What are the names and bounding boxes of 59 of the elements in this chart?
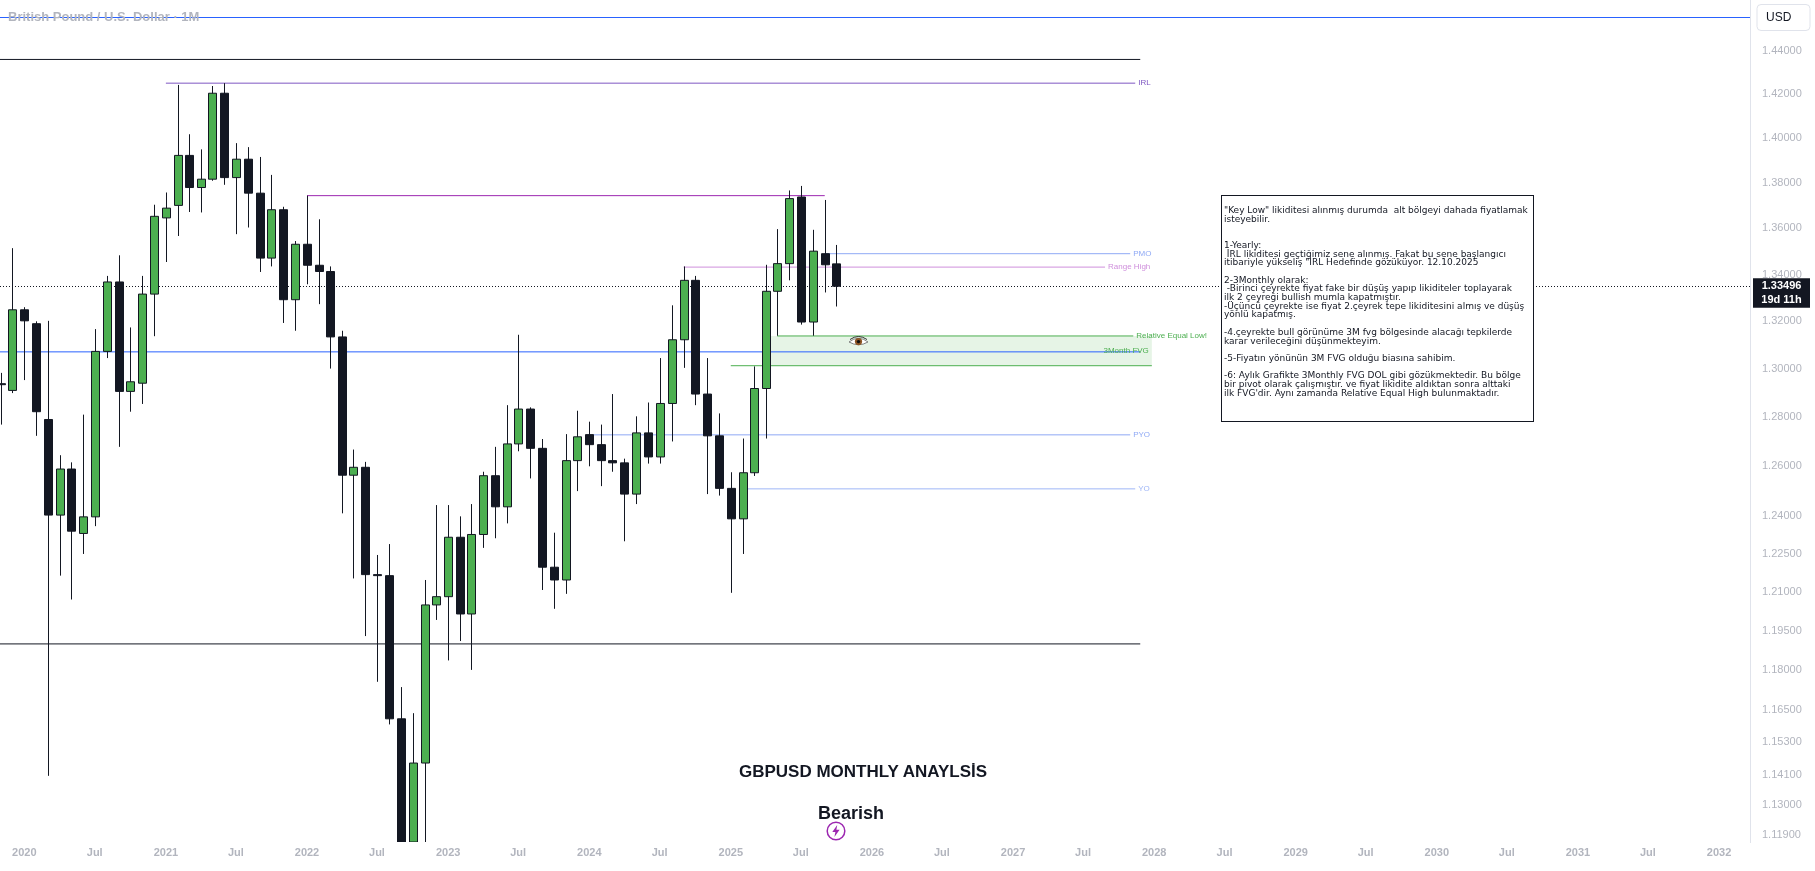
x-tick-label: Jul: [86, 845, 103, 858]
y-tick-label: 1.14100: [1762, 767, 1802, 780]
x-tick-label: Jul: [1639, 845, 1656, 858]
candlestick: [79, 414, 88, 555]
annotation: Bearish: [817, 802, 885, 823]
y-tick-label: 1.32000: [1762, 314, 1802, 327]
x-tick-label: 2020: [12, 845, 37, 858]
y-tick-label: 1.26000: [1762, 459, 1802, 472]
x-tick-label: 2027: [1000, 845, 1026, 858]
y-tick-label: 1.28000: [1762, 410, 1802, 423]
series-label: IRL: [1138, 78, 1152, 88]
x-tick-label: 2030: [1424, 845, 1450, 858]
y-axis-title: USD: [1766, 10, 1792, 25]
x-tick-label: 2025: [718, 845, 744, 858]
x-tick-label: Jul: [1498, 845, 1515, 858]
series-label: Relative Equal Low!: [1136, 331, 1207, 341]
x-tick-label: Jul: [792, 845, 809, 858]
y-tick-label: 1.19500: [1762, 623, 1802, 636]
candlestick: [126, 326, 135, 413]
y-tick-label: 1.15300: [1762, 735, 1802, 748]
ref-line-label: 1.33496: [1761, 279, 1802, 292]
x-tick-label: 2023: [435, 845, 461, 858]
series-label: PYO: [1133, 430, 1151, 440]
x-tick-label: 2032: [1706, 845, 1732, 858]
y-tick-label: 1.21000: [1762, 585, 1802, 598]
y-tick-label: 1.40000: [1762, 131, 1802, 144]
annotation: GBPUSD MONTHLY ANAYLSİS: [738, 761, 988, 781]
x-tick-label: Jul: [1075, 845, 1091, 858]
y-tick-label: 1.42000: [1762, 87, 1802, 100]
x-tick-label: 2028: [1141, 845, 1167, 858]
series-label: PMO: [1133, 248, 1152, 258]
x-tick-label: 2021: [153, 845, 179, 858]
text: "Key Low" likiditesi alınmış durumda alt bölgeyi dahada fiyatlamak isteyebilir. 1-Yearly: İRL likiditesi geçtiğimiz sene alınmış. Fakat bu sene başlangıcı itibariyle yükseliş "IRL Hedefinde gözüküyor. 12.10.2025 2-3Monthly olarak: -Birinci çeyrekte fiyat fake bir düşüş yapıp likiditeler toplayarak ilk 2 çeyreği bullish mumla kapatmıştır. -Üçüncü çeyrekte ise fiyat 2.çeyrek tepe likiditesini almış ve düşüş yönlü kapatmış. -4.çeyrekte bull görünüme 3M fvg bölgesinde alacağı tepkilerde karar verileceğini düşünmekteyim. -5-Fiyatın yönünün 3M FVG olduğu biasına sahibim. -6: Aylık Grafikte 3Monthly FVG DOL gibi gözükmektedir. Bu bölge bir pivot olarak çalışmıştır. ve fiyat likidite aldıktan sonra alttaki ilk FVG'dir. Aynı zamanda Relative Equal High bulunmaktadır.: [1224, 205, 1528, 398]
y-tick-label: 1.22500: [1762, 546, 1802, 559]
x-tick-label: 2024: [577, 845, 603, 858]
y-tick-label: 1.38000: [1762, 176, 1802, 189]
y-tick-label: 1.13000: [1762, 797, 1802, 810]
y-tick-label: 1.16500: [1762, 703, 1802, 715]
y-tick-label: 1.36000: [1762, 221, 1802, 234]
y-tick-label: 1.34000: [1762, 267, 1802, 280]
x-tick-label: 2031: [1565, 845, 1591, 858]
x-tick-label: Jul: [369, 845, 385, 858]
x-tick-label: 2026: [859, 845, 885, 858]
x-tick-label: Jul: [1216, 845, 1233, 858]
text: 19d 11h: [1761, 292, 1802, 305]
x-tick-label: Jul: [227, 845, 244, 858]
x-tick-label: 2029: [1283, 845, 1308, 858]
y-tick-label: 1.18000: [1762, 663, 1802, 676]
x-tick-label: 2022: [294, 845, 320, 858]
x-tick-label: Jul: [510, 845, 527, 858]
y-tick-label: 1.44000: [1762, 43, 1802, 56]
y-tick-label: 1.24000: [1762, 508, 1802, 521]
series-label: Range High: [1108, 262, 1151, 272]
x-tick-label: Jul: [1357, 845, 1374, 858]
y-tick-label: 1.11900: [1762, 828, 1801, 841]
y-tick-label: 1.30000: [1762, 361, 1802, 374]
x-tick-label: Jul: [651, 845, 668, 858]
series-label: YO: [1138, 484, 1150, 494]
x-tick-label: Jul: [933, 845, 950, 858]
